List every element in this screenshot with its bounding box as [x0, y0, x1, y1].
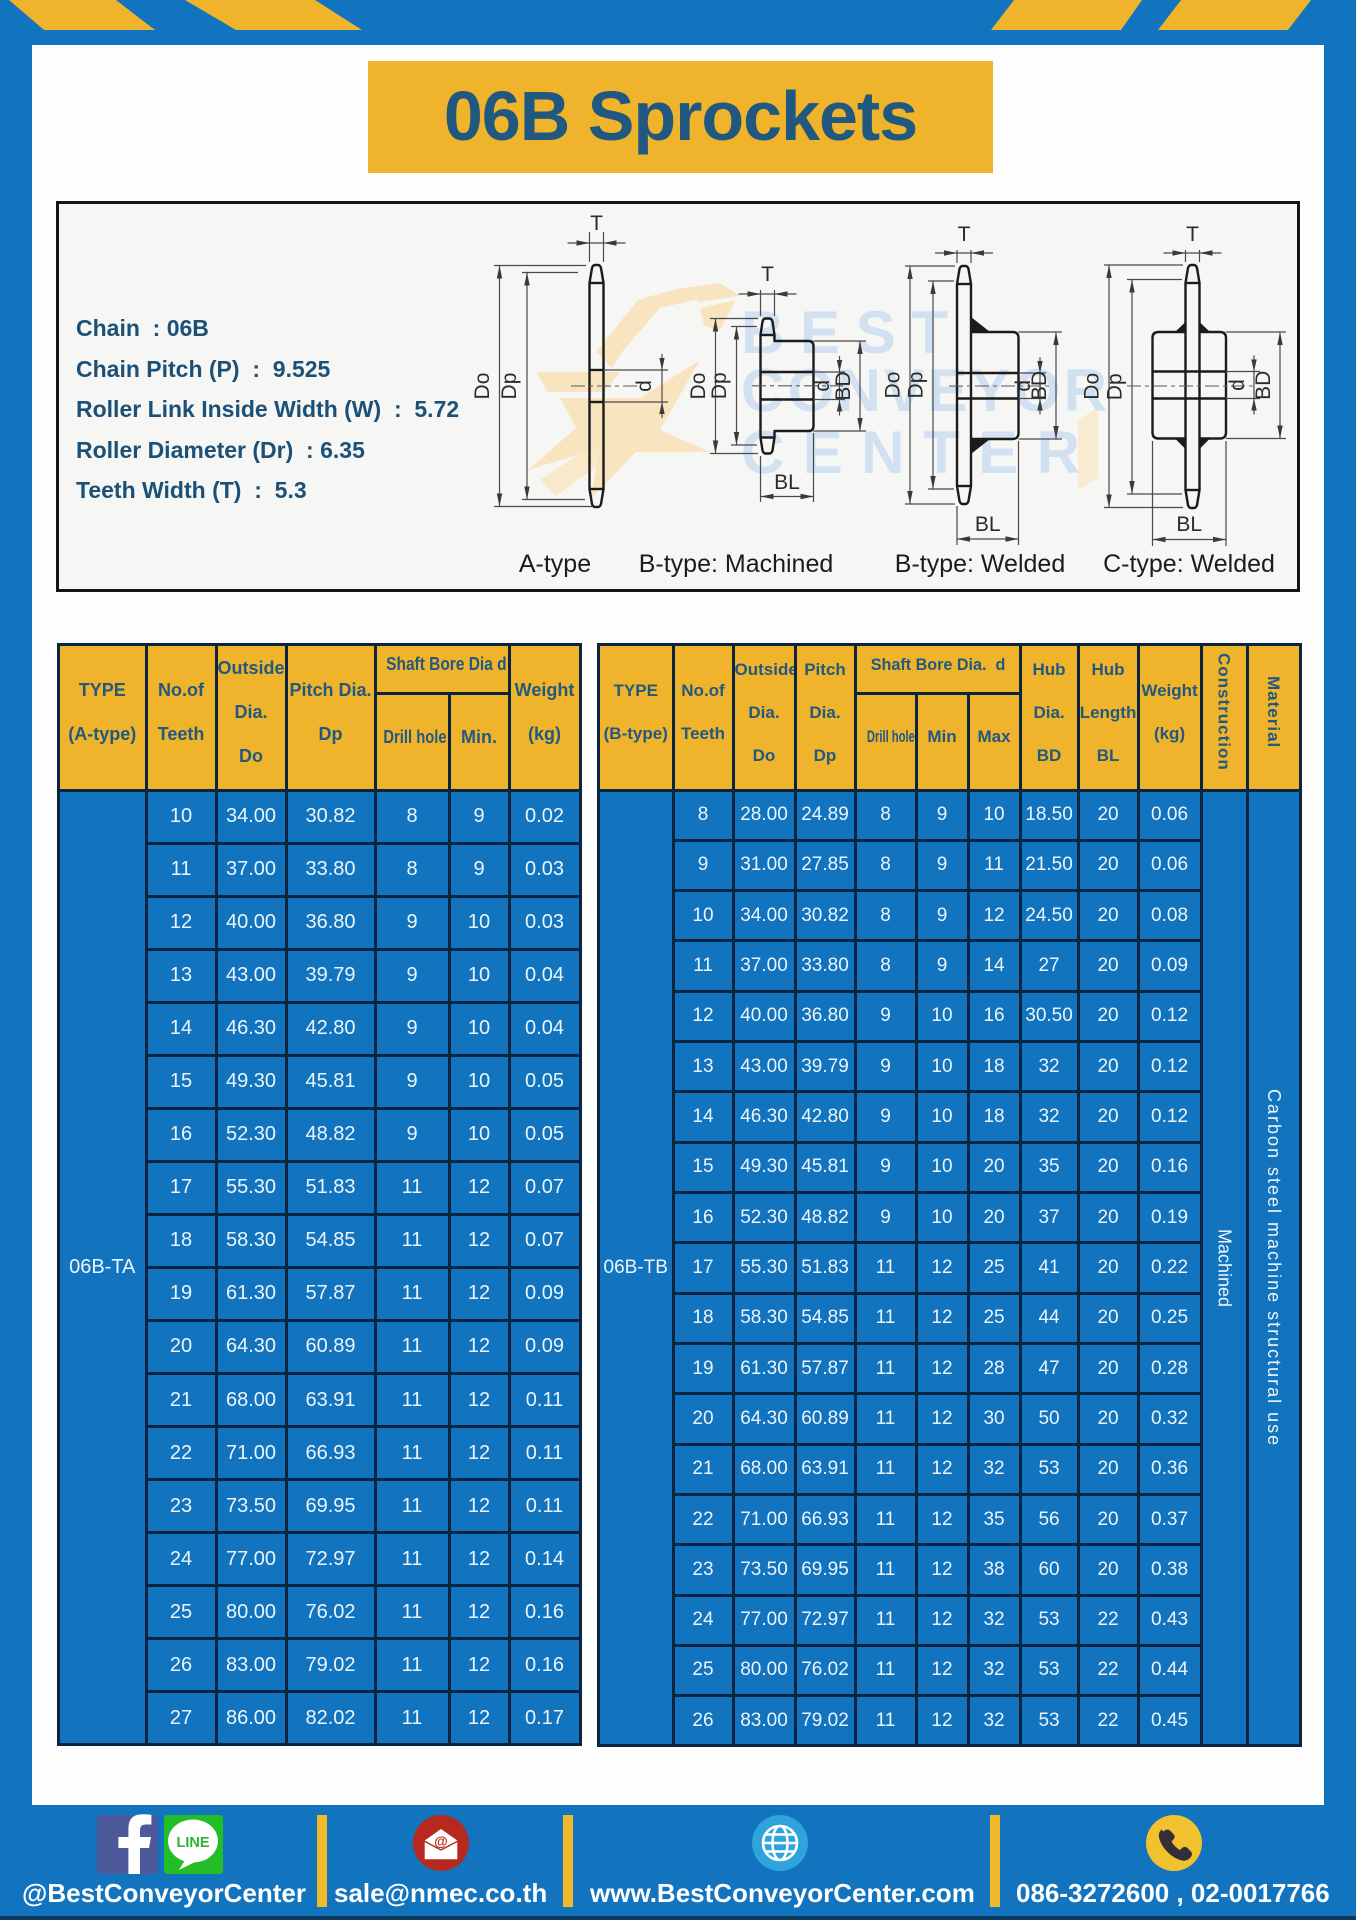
svg-text:T: T — [590, 212, 603, 235]
svg-text:A-type: A-type — [519, 550, 591, 578]
svg-text:T: T — [761, 263, 774, 286]
svg-text:BL: BL — [975, 513, 1001, 536]
svg-text:d: d — [811, 380, 834, 392]
svg-text:CONVEYOR: CONVEYOR — [741, 357, 1107, 424]
svg-text:BD: BD — [1252, 371, 1275, 400]
svg-text:T: T — [1186, 223, 1199, 246]
svg-text:Do: Do — [882, 372, 905, 399]
svg-text:Dp: Dp — [498, 373, 521, 400]
svg-text:Dp: Dp — [708, 372, 731, 399]
svg-text:Do: Do — [687, 373, 710, 400]
svg-text:BD: BD — [832, 371, 855, 400]
svg-text:d: d — [1226, 379, 1249, 391]
svg-text:T: T — [958, 223, 971, 246]
svg-text:LINE: LINE — [176, 1835, 209, 1851]
svg-text:B-type: Machined: B-type: Machined — [639, 550, 834, 578]
svg-text:Dp: Dp — [1104, 373, 1127, 400]
svg-text:@: @ — [434, 1833, 448, 1849]
svg-text:BL: BL — [774, 471, 800, 494]
svg-text:d: d — [633, 380, 656, 392]
svg-text:C-type: Welded: C-type: Welded — [1103, 550, 1275, 578]
svg-text:B-type: Welded: B-type: Welded — [895, 550, 1065, 578]
svg-text:BL: BL — [1176, 513, 1202, 536]
svg-text:Do: Do — [471, 373, 494, 400]
svg-text:Do: Do — [1081, 373, 1104, 400]
svg-text:BD: BD — [1028, 371, 1051, 400]
svg-text:Dp: Dp — [905, 372, 928, 399]
svg-text:d: d — [1012, 380, 1035, 392]
